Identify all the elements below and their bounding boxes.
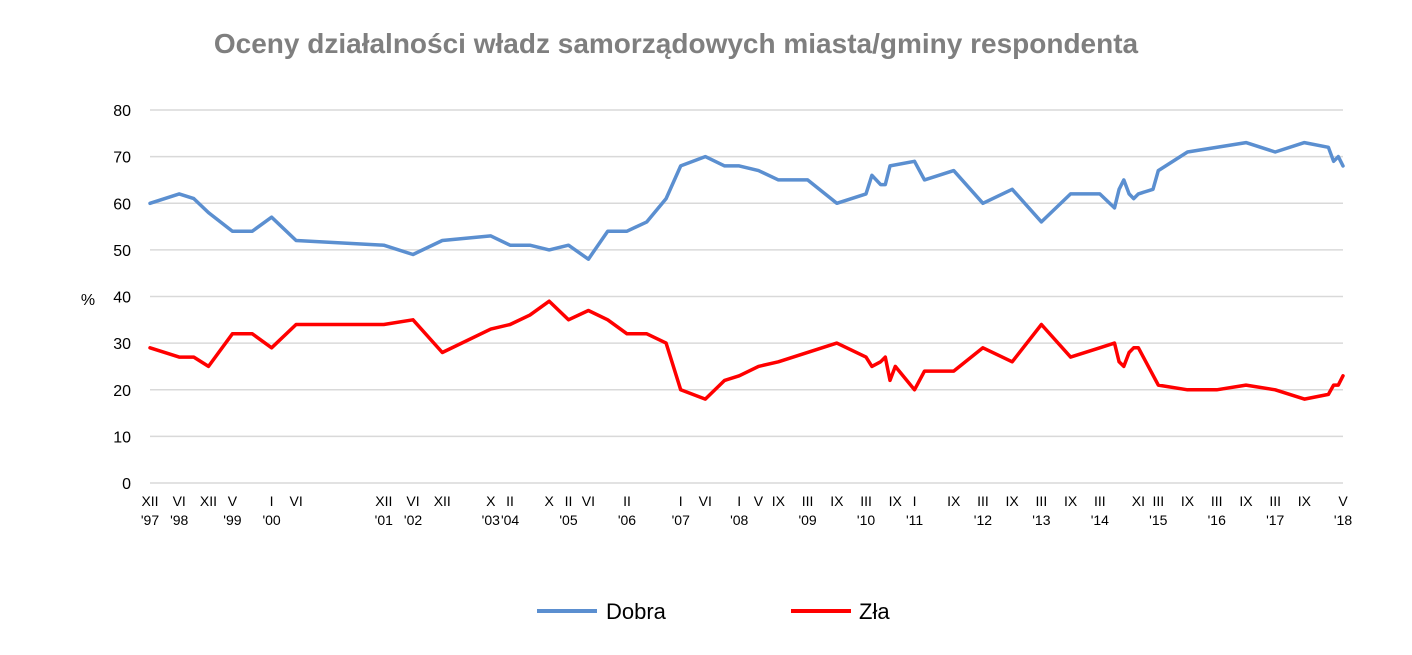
chart-title: Oceny działalności władz samorządowych m… [213, 28, 1139, 59]
x-tick-label: VI [406, 493, 419, 509]
x-tick-label: III [1036, 493, 1048, 509]
x-tick-label: VI [173, 493, 186, 509]
y-tick-label: 50 [113, 243, 131, 260]
x-tick-label: I [737, 493, 741, 509]
x-tick-label: XII [375, 493, 392, 509]
x-tick-label: II [623, 493, 631, 509]
x-tick-year-label: '01 [375, 512, 393, 528]
x-tick-year-label: '04 [501, 512, 519, 528]
x-tick-label: III [977, 493, 989, 509]
x-tick-label: IX [1181, 493, 1195, 509]
x-tick-year-label: '18 [1334, 512, 1352, 528]
x-tick-label: V [228, 493, 238, 509]
x-tick-label: VI [582, 493, 595, 509]
x-tick-year-label: '15 [1149, 512, 1167, 528]
y-tick-label: 0 [122, 476, 131, 493]
x-tick-label: V [1338, 493, 1348, 509]
gridlines [150, 109, 1343, 484]
x-tick-year-label: '12 [974, 512, 992, 528]
x-tick-year-label: '10 [857, 512, 875, 528]
x-tick-label: IX [1239, 493, 1253, 509]
x-tick-label: X [545, 493, 555, 509]
x-tick-label: XI [1132, 493, 1145, 509]
y-axis-label: % [81, 292, 95, 309]
x-tick-label: III [802, 493, 814, 509]
x-tick-label: V [754, 493, 764, 509]
x-tick-label: III [1269, 493, 1281, 509]
y-tick-label: 20 [113, 383, 131, 400]
x-tick-year-label: '00 [262, 512, 280, 528]
series-lines [148, 140, 1345, 401]
x-tick-label: IX [772, 493, 786, 509]
x-tick-year-label: '11 [906, 512, 923, 528]
x-tick-label: VI [290, 493, 303, 509]
x-tick-year-label: '13 [1032, 512, 1050, 528]
x-tick-year-label: '14 [1091, 512, 1109, 528]
y-tick-label: 60 [113, 196, 131, 213]
x-tick-label: I [913, 493, 917, 509]
x-tick-label: X [486, 493, 496, 509]
x-tick-year-label: '02 [404, 512, 422, 528]
y-tick-label: 70 [113, 150, 131, 167]
x-tick-label: IX [1298, 493, 1312, 509]
x-tick-label: VI [699, 493, 712, 509]
x-tick-label: III [860, 493, 872, 509]
x-tick-year-label: '98 [170, 512, 188, 528]
x-tick-year-label: '09 [798, 512, 816, 528]
legend-label-dobra: Dobra [606, 599, 667, 624]
x-tick-label: III [1152, 493, 1164, 509]
x-tick-year-label: '97 [141, 512, 159, 528]
x-tick-label: XII [200, 493, 217, 509]
y-tick-label: 30 [113, 336, 131, 353]
x-tick-label: I [270, 493, 274, 509]
x-tick-year-label: '07 [672, 512, 690, 528]
legend: Dobra Zła [537, 599, 890, 624]
x-tick-label: IX [889, 493, 903, 509]
legend-label-zla: Zła [859, 599, 890, 624]
x-tick-label: IX [830, 493, 844, 509]
series-line-dobra [148, 140, 1345, 261]
x-tick-label: XII [141, 493, 158, 509]
y-tick-label: 10 [113, 429, 131, 446]
x-tick-label: IX [947, 493, 961, 509]
x-tick-year-label: '99 [223, 512, 241, 528]
x-tick-label: III [1094, 493, 1106, 509]
x-tick-label: I [679, 493, 683, 509]
x-tick-year-label: '03 [482, 512, 500, 528]
x-tick-label: IX [1064, 493, 1078, 509]
x-tick-label: IX [1006, 493, 1020, 509]
x-tick-label: III [1211, 493, 1223, 509]
x-tick-year-label: '06 [618, 512, 636, 528]
x-tick-year-label: '08 [730, 512, 748, 528]
x-tick-label: II [506, 493, 514, 509]
series-line-zla [148, 299, 1345, 401]
x-tick-year-label: '05 [559, 512, 577, 528]
y-tick-label: 40 [113, 290, 131, 307]
x-tick-year-label: '17 [1266, 512, 1284, 528]
y-tick-label: 80 [113, 103, 131, 120]
x-tick-label: XII [434, 493, 451, 509]
x-tick-year-label: '16 [1208, 512, 1226, 528]
y-axis-ticks: 0 10 20 30 40 50 60 70 80 [113, 103, 131, 493]
x-tick-label: II [565, 493, 573, 509]
